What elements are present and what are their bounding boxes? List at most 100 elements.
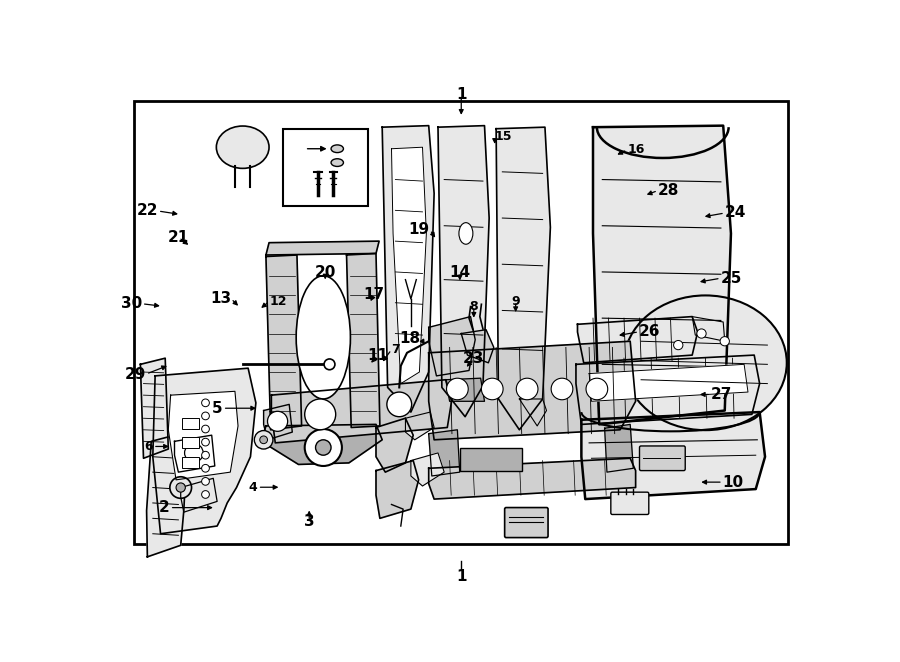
Polygon shape <box>428 458 635 499</box>
Text: 6: 6 <box>144 440 153 453</box>
Text: 4: 4 <box>248 481 257 494</box>
Text: 15: 15 <box>495 130 512 143</box>
Ellipse shape <box>624 295 787 430</box>
Polygon shape <box>428 430 460 476</box>
Text: 27: 27 <box>711 387 733 402</box>
Text: 9: 9 <box>511 295 520 308</box>
Circle shape <box>255 430 273 449</box>
Ellipse shape <box>296 276 350 399</box>
Text: 3: 3 <box>304 514 314 529</box>
Text: 25: 25 <box>721 271 742 286</box>
Polygon shape <box>175 435 215 472</box>
Circle shape <box>673 340 683 350</box>
Polygon shape <box>261 424 382 465</box>
Polygon shape <box>519 399 546 426</box>
Text: 26: 26 <box>639 324 661 339</box>
Polygon shape <box>272 380 452 443</box>
Ellipse shape <box>216 126 269 168</box>
Text: 29: 29 <box>124 367 146 381</box>
Text: 21: 21 <box>168 230 189 245</box>
Ellipse shape <box>331 145 344 152</box>
Text: 17: 17 <box>364 287 384 302</box>
Circle shape <box>202 425 210 433</box>
Polygon shape <box>168 391 238 480</box>
Text: 1: 1 <box>456 569 466 584</box>
Circle shape <box>202 438 210 446</box>
Text: 13: 13 <box>210 291 231 306</box>
Polygon shape <box>266 255 302 430</box>
Text: 19: 19 <box>409 222 430 237</box>
Text: 5: 5 <box>212 401 222 416</box>
Circle shape <box>202 465 210 472</box>
Circle shape <box>176 483 185 492</box>
Text: 24: 24 <box>724 205 746 220</box>
Text: 12: 12 <box>269 295 287 308</box>
Bar <box>283 130 368 207</box>
Polygon shape <box>266 241 379 255</box>
Polygon shape <box>405 412 434 440</box>
Text: 16: 16 <box>627 143 644 156</box>
Circle shape <box>267 411 288 432</box>
Polygon shape <box>593 126 731 424</box>
Text: 30: 30 <box>121 296 142 311</box>
Text: 7: 7 <box>392 343 400 356</box>
Polygon shape <box>147 434 186 557</box>
Polygon shape <box>446 378 484 401</box>
Polygon shape <box>578 316 698 363</box>
Text: 8: 8 <box>470 300 478 312</box>
Bar <box>134 101 788 544</box>
Circle shape <box>586 378 608 400</box>
Circle shape <box>202 491 210 498</box>
Circle shape <box>720 336 729 346</box>
FancyBboxPatch shape <box>505 508 548 538</box>
Circle shape <box>446 378 468 400</box>
Polygon shape <box>428 341 635 440</box>
Bar <box>182 418 199 429</box>
FancyBboxPatch shape <box>640 446 685 471</box>
Bar <box>182 438 199 448</box>
Polygon shape <box>428 316 475 376</box>
Polygon shape <box>376 461 418 518</box>
Circle shape <box>551 378 573 400</box>
Text: 1: 1 <box>456 87 466 102</box>
Polygon shape <box>581 412 765 499</box>
Polygon shape <box>605 424 634 472</box>
Circle shape <box>387 392 411 416</box>
Polygon shape <box>576 355 760 424</box>
Circle shape <box>170 477 192 498</box>
Bar <box>182 457 199 467</box>
Ellipse shape <box>331 159 344 166</box>
Polygon shape <box>346 254 380 428</box>
Text: 23: 23 <box>464 352 484 366</box>
Polygon shape <box>590 364 748 401</box>
Polygon shape <box>382 126 434 412</box>
Polygon shape <box>438 126 490 416</box>
Circle shape <box>305 399 336 430</box>
Text: 14: 14 <box>449 265 471 279</box>
Text: 28: 28 <box>658 183 680 198</box>
Circle shape <box>260 436 267 444</box>
Polygon shape <box>692 316 724 341</box>
Text: 11: 11 <box>367 348 388 363</box>
Circle shape <box>324 359 335 370</box>
Text: 20: 20 <box>315 265 336 279</box>
Circle shape <box>202 451 210 459</box>
Polygon shape <box>264 404 292 440</box>
FancyBboxPatch shape <box>611 492 649 514</box>
Circle shape <box>202 399 210 406</box>
Circle shape <box>184 444 203 462</box>
Text: 18: 18 <box>400 331 421 346</box>
Polygon shape <box>496 127 551 430</box>
Circle shape <box>202 477 210 485</box>
Circle shape <box>202 412 210 420</box>
Circle shape <box>517 378 538 400</box>
Bar <box>460 448 522 471</box>
Circle shape <box>305 429 342 466</box>
Polygon shape <box>392 147 427 383</box>
Polygon shape <box>461 330 494 363</box>
Polygon shape <box>140 358 168 458</box>
Circle shape <box>482 378 503 400</box>
Polygon shape <box>153 368 256 534</box>
Circle shape <box>697 329 706 338</box>
Circle shape <box>316 440 331 455</box>
